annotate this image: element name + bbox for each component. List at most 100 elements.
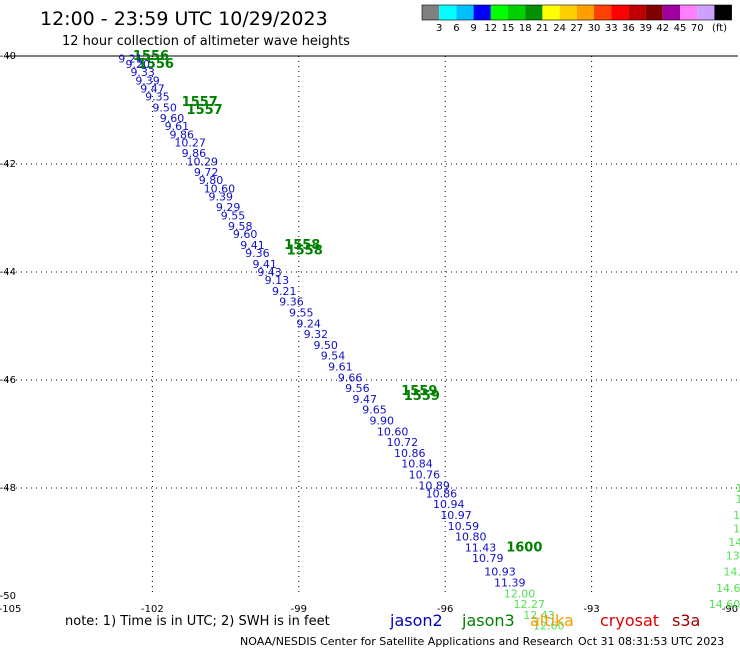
legend-swatch [714, 5, 732, 20]
satellite-name-jason2: jason2 [389, 611, 443, 630]
swh-value: 9.29 [216, 201, 241, 214]
chart-subtitle: 12 hour collection of altimeter wave hei… [62, 34, 350, 49]
legend-swatch [456, 5, 474, 20]
legend-label: 18 [519, 23, 532, 34]
swh-value: 9.21 [118, 53, 142, 66]
legend-swatch [490, 5, 508, 20]
swh-value: 13.87 [726, 550, 740, 563]
footer-credit: NOAA/NESDIS Center for Satellite Applica… [240, 635, 573, 648]
data-points: 9.219.209.339.399.479.359.509.609.619.86… [118, 53, 740, 633]
swh-value: 10.84 [401, 458, 433, 471]
swh-value: 11.43 [465, 541, 497, 554]
swh-value: 9.24 [296, 317, 321, 330]
swh-value: 10.89 [418, 479, 450, 492]
legend-label: 42 [656, 23, 669, 34]
swh-value: 9.65 [362, 404, 387, 417]
swh-value: 10.80 [455, 531, 487, 544]
legend-swatch [422, 5, 440, 20]
pass-label: 1558 [287, 243, 323, 258]
swh-value: 10.60 [204, 182, 236, 195]
swh-value: 9.56 [345, 382, 370, 395]
swh-value: 9.39 [209, 190, 234, 203]
pass-label: 1558 [284, 238, 320, 253]
legend-swatch [697, 5, 715, 20]
swh-value: 9.90 [370, 415, 395, 428]
y-tick-label: -40 [0, 51, 16, 62]
footer-timestamp: Oct 31 08:31:53 UTC 2023 [578, 635, 724, 648]
y-tick-label: -44 [0, 267, 16, 278]
legend-frame [421, 4, 732, 21]
legend-label: 70 [691, 23, 704, 34]
swh-value: 9.54 [321, 350, 346, 363]
swh-value: 14.53 [728, 536, 740, 549]
satellite-name-altika: altika [530, 611, 574, 630]
swh-value: 9.58 [228, 220, 253, 233]
x-tick-label: -105 [0, 604, 21, 615]
swh-value: 12.27 [514, 598, 546, 611]
chart-title: 12:00 - 23:59 UTC 10/29/2023 [40, 8, 328, 30]
swh-value: 12.00 [504, 587, 536, 600]
swh-value: 12.43 [523, 609, 555, 622]
satellite-name-cryosat: cryosat [600, 611, 659, 630]
legend-swatch [680, 5, 698, 20]
y-tick-label: -48 [0, 483, 16, 494]
legend-label: 33 [605, 23, 618, 34]
legend-label: 21 [536, 23, 549, 34]
swh-value: 9.61 [328, 361, 353, 374]
pass-label: 1600 [506, 540, 542, 555]
x-tick-label: -90 [722, 604, 738, 615]
legend-swatch [508, 5, 526, 20]
legend-swatch [473, 5, 491, 20]
swh-value: 9.36 [279, 296, 304, 309]
swh-value: 9.50 [313, 339, 338, 352]
legend-label: 30 [588, 23, 601, 34]
legend-swatch [525, 5, 543, 20]
x-tick-label: -96 [437, 604, 453, 615]
y-tick-label: -50 [0, 591, 16, 602]
legend-label: 15 [502, 23, 515, 34]
swh-value: 10.86 [426, 487, 458, 500]
swh-value: 14.09 [723, 566, 740, 579]
swh-value: 14.60 [709, 598, 740, 611]
swh-value: 10.29 [187, 155, 219, 168]
swh-value: 10.76 [409, 469, 441, 482]
swh-value: 14.6 [733, 523, 740, 536]
x-tick-label: -99 [291, 604, 307, 615]
swh-value: 9.66 [338, 371, 363, 384]
swh-value: 10.94 [433, 498, 465, 511]
swh-value: 11.39 [494, 577, 526, 590]
y-tick-label: -46 [0, 375, 16, 386]
swh-value: 9.72 [194, 166, 219, 179]
plot-area: -105 -102 -99 -96 -93 -90 -40 -42 -44 -46 -48 -50 1… [0, 49, 740, 633]
grid [6, 56, 738, 596]
swh-value: 9.36 [245, 247, 270, 260]
swh-value: 9.86 [182, 147, 207, 160]
legend-label: 24 [553, 23, 566, 34]
x-tick-label: -93 [583, 604, 599, 615]
legend-label: 6 [453, 23, 459, 34]
legend-unit: (ft) [712, 23, 727, 34]
pass-label: 1556 [133, 49, 169, 64]
swh-value: 9.41 [240, 239, 264, 252]
swh-value: 10.59 [448, 520, 480, 533]
swh-value: 9.39 [135, 74, 160, 87]
satellite-name-s3a: s3a [672, 611, 700, 630]
swh-value: 9.13 [265, 274, 290, 287]
swh-value: 9.20 [126, 58, 151, 71]
swh-value: 9.55 [289, 307, 314, 320]
pass-label: 1559 [401, 384, 437, 399]
legend-swatch [611, 5, 629, 20]
swh-value: 9.60 [233, 228, 257, 241]
swh-value: 14. [733, 509, 740, 522]
legend-label: 12 [484, 23, 497, 34]
legend-swatch [439, 5, 457, 20]
swh-value: 9.61 [165, 120, 190, 133]
pass-label: 1559 [404, 389, 440, 404]
color-legend: (ft) 3 6 9 12 15 18 21 24 27 30 33 36 39 42 45 70 [421, 4, 732, 34]
bottom-bar: note: 1) Time is in UTC; 2) SWH is in fe… [65, 611, 724, 648]
swh-value: 12.60 [533, 620, 565, 633]
legend-swatch [576, 5, 594, 20]
note-text: note: 1) Time is in UTC; 2) SWH is in fe… [65, 614, 330, 629]
legend-label: 39 [639, 23, 652, 34]
